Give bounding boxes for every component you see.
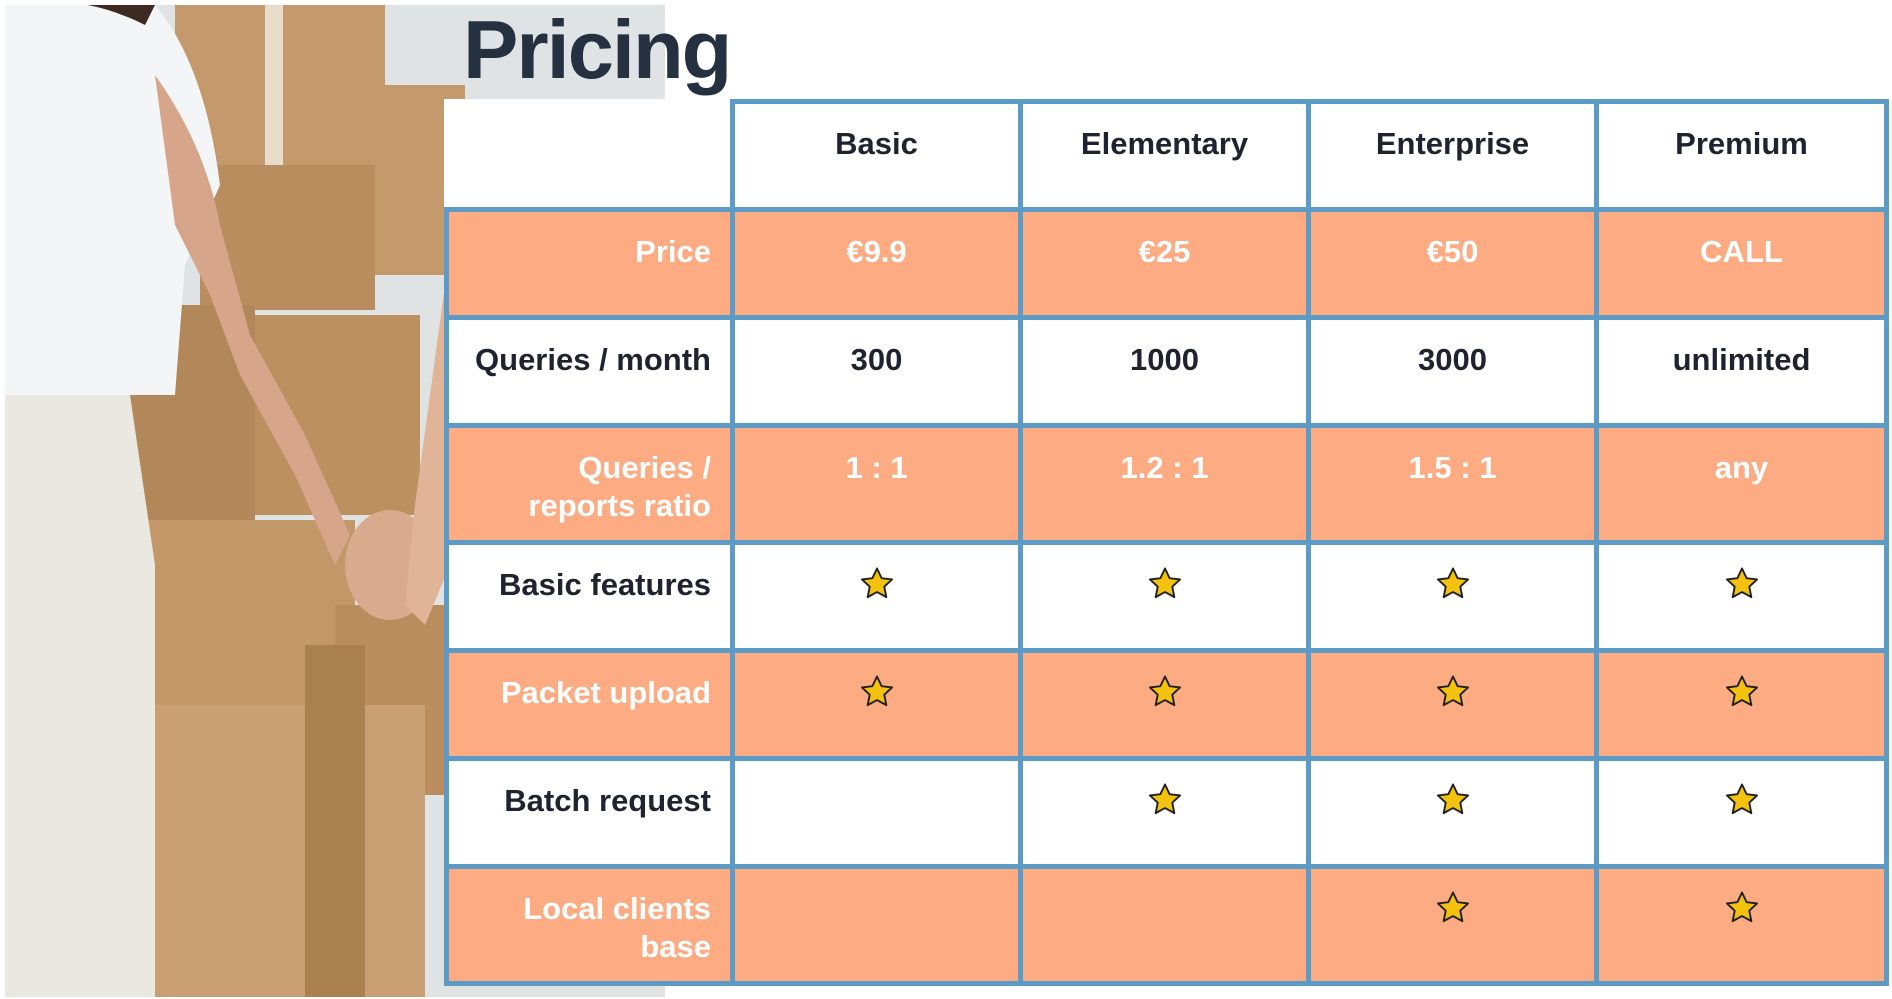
row-label-queries-reports-ratio: Queries / reports ratio [444,423,735,545]
packet-upload-elementary-cell [1018,648,1311,761]
local-clients-base-elementary-cell [1018,864,1311,986]
price-enterprise-value: €50 [1306,207,1599,320]
packet-upload-enterprise-cell [1306,648,1599,761]
local-clients-base-premium-cell [1594,864,1889,986]
batch-request-premium-cell [1594,756,1889,869]
page-title: Pricing [463,3,732,96]
plan-header-enterprise: Enterprise [1306,99,1599,212]
basic-features-basic-cell [730,540,1023,653]
plan-header-row: Basic Elementary Enterprise Premium [444,99,1889,212]
basic-features-premium-cell [1594,540,1889,653]
queries-reports-ratio-premium-value: any [1594,423,1889,545]
row-label-price: Price [444,207,735,320]
star-icon [1723,781,1761,819]
local-clients-base-enterprise-cell [1306,864,1599,986]
star-icon [1434,673,1472,711]
price-basic-value: €9.9 [730,207,1023,320]
row-batch-request: Batch request [444,756,1889,869]
pricing-table: Basic Elementary Enterprise Premium Pric… [444,99,1889,986]
price-elementary-value: €25 [1018,207,1311,320]
price-premium-value: CALL [1594,207,1889,320]
star-icon [1146,781,1184,819]
star-icon [858,565,896,603]
star-icon [1146,673,1184,711]
row-packet-upload: Packet upload [444,648,1889,761]
row-queries-reports-ratio: Queries / reports ratio 1 : 1 1.2 : 1 1.5 :… [444,423,1889,545]
queries-month-enterprise-value: 3000 [1306,315,1599,428]
pricing-table-body: Price €9.9 €25 €50 CALL Queries / month 300 100… [444,207,1889,986]
batch-request-enterprise-cell [1306,756,1599,869]
plan-header-premium: Premium [1594,99,1889,212]
row-label-batch-request: Batch request [444,756,735,869]
star-icon [1146,565,1184,603]
queries-reports-ratio-elementary-value: 1.2 : 1 [1018,423,1311,545]
row-label-local-clients-base: Local clients base [444,864,735,986]
header-corner-cell [444,99,735,212]
row-label-basic-features: Basic features [444,540,735,653]
queries-month-premium-value: unlimited [1594,315,1889,428]
star-icon [1434,889,1472,927]
plan-header-basic: Basic [730,99,1023,212]
star-icon [1723,565,1761,603]
plan-header-elementary: Elementary [1018,99,1311,212]
row-basic-features: Basic features [444,540,1889,653]
queries-reports-ratio-basic-value: 1 : 1 [730,423,1023,545]
queries-month-basic-value: 300 [730,315,1023,428]
batch-request-basic-cell [730,756,1023,869]
batch-request-elementary-cell [1018,756,1311,869]
local-clients-base-basic-cell [730,864,1023,986]
basic-features-enterprise-cell [1306,540,1599,653]
star-icon [1723,673,1761,711]
star-icon [1434,781,1472,819]
row-price: Price €9.9 €25 €50 CALL [444,207,1889,320]
row-label-packet-upload: Packet upload [444,648,735,761]
star-icon [1723,889,1761,927]
packet-upload-premium-cell [1594,648,1889,761]
star-icon [858,673,896,711]
packet-upload-basic-cell [730,648,1023,761]
row-local-clients-base: Local clients base [444,864,1889,986]
basic-features-elementary-cell [1018,540,1311,653]
row-label-queries-month: Queries / month [444,315,735,428]
star-icon [1434,565,1472,603]
queries-month-elementary-value: 1000 [1018,315,1311,428]
queries-reports-ratio-enterprise-value: 1.5 : 1 [1306,423,1599,545]
row-queries-month: Queries / month 300 1000 3000 unlimited [444,315,1889,428]
